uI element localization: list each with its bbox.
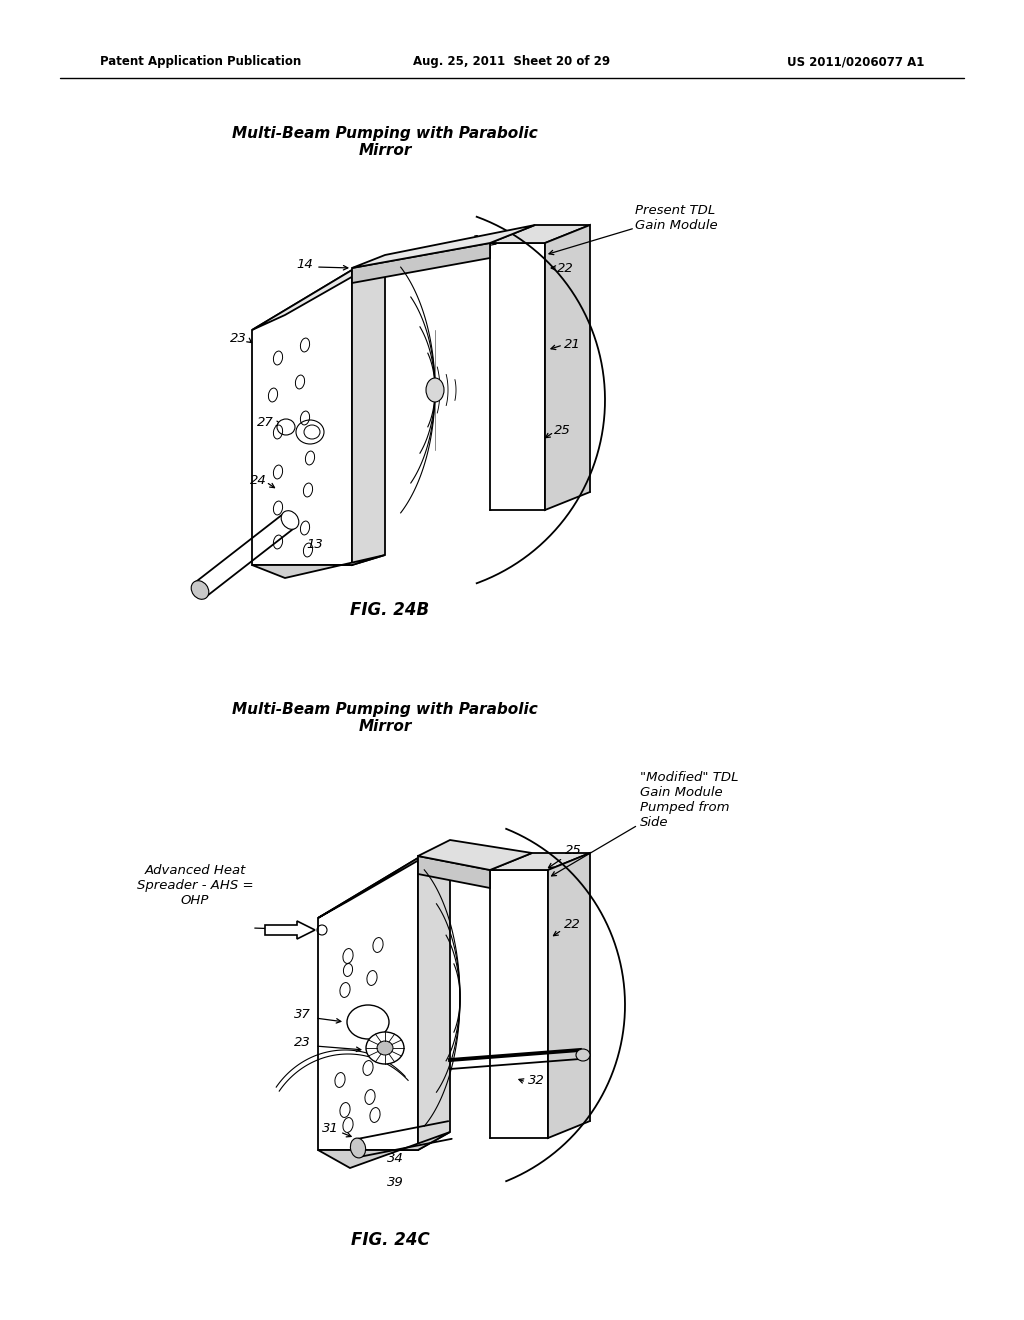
Text: Advanced Heat
Spreader - AHS =
OHP: Advanced Heat Spreader - AHS = OHP bbox=[136, 863, 253, 907]
Text: 11: 11 bbox=[472, 234, 488, 247]
Polygon shape bbox=[252, 554, 385, 578]
Text: 14: 14 bbox=[297, 259, 313, 272]
Text: 24: 24 bbox=[250, 474, 266, 487]
Text: 39: 39 bbox=[387, 1176, 403, 1188]
Text: FIG. 24B: FIG. 24B bbox=[350, 601, 429, 619]
Polygon shape bbox=[418, 840, 532, 870]
FancyArrow shape bbox=[265, 921, 315, 939]
Text: Present TDL
Gain Module: Present TDL Gain Module bbox=[635, 205, 718, 232]
Text: 25: 25 bbox=[554, 424, 570, 437]
Polygon shape bbox=[490, 853, 590, 870]
Ellipse shape bbox=[191, 581, 209, 599]
Polygon shape bbox=[418, 842, 450, 1150]
Ellipse shape bbox=[350, 1138, 366, 1158]
Text: "Modified" TDL
Gain Module
Pumped from
Side: "Modified" TDL Gain Module Pumped from S… bbox=[640, 771, 738, 829]
Ellipse shape bbox=[278, 418, 295, 436]
Text: US 2011/0206077 A1: US 2011/0206077 A1 bbox=[786, 55, 924, 69]
Polygon shape bbox=[352, 243, 490, 282]
Polygon shape bbox=[352, 224, 535, 268]
Polygon shape bbox=[418, 855, 490, 888]
Polygon shape bbox=[318, 858, 418, 1150]
Ellipse shape bbox=[575, 1049, 590, 1061]
Polygon shape bbox=[318, 842, 450, 917]
Ellipse shape bbox=[366, 1032, 404, 1064]
Polygon shape bbox=[252, 257, 385, 330]
Text: Multi-Beam Pumping with Parabolic
Mirror: Multi-Beam Pumping with Parabolic Mirror bbox=[232, 125, 538, 158]
Text: 27: 27 bbox=[257, 416, 273, 429]
Text: Multi-Beam Pumping with Parabolic
Mirror: Multi-Beam Pumping with Parabolic Mirror bbox=[232, 702, 538, 734]
Text: Aug. 25, 2011  Sheet 20 of 29: Aug. 25, 2011 Sheet 20 of 29 bbox=[414, 55, 610, 69]
Polygon shape bbox=[318, 1133, 450, 1168]
Ellipse shape bbox=[296, 420, 324, 444]
Text: Patent Application Publication: Patent Application Publication bbox=[100, 55, 301, 69]
Text: 13: 13 bbox=[306, 539, 324, 552]
Polygon shape bbox=[490, 243, 545, 510]
Ellipse shape bbox=[282, 511, 299, 529]
Text: 23: 23 bbox=[294, 1035, 310, 1048]
Text: 21: 21 bbox=[563, 338, 581, 351]
Polygon shape bbox=[548, 853, 590, 1138]
Text: 37: 37 bbox=[294, 1008, 310, 1022]
Ellipse shape bbox=[426, 378, 444, 403]
Polygon shape bbox=[490, 870, 548, 1138]
Text: 22: 22 bbox=[563, 919, 581, 932]
Polygon shape bbox=[352, 257, 385, 565]
Text: 23: 23 bbox=[229, 331, 247, 345]
Text: FIG. 24C: FIG. 24C bbox=[350, 1232, 429, 1249]
Ellipse shape bbox=[377, 1041, 393, 1055]
Polygon shape bbox=[252, 271, 352, 565]
Ellipse shape bbox=[347, 1005, 389, 1039]
Text: 22: 22 bbox=[557, 261, 573, 275]
Polygon shape bbox=[490, 224, 590, 243]
Text: 32: 32 bbox=[527, 1073, 545, 1086]
Text: 34: 34 bbox=[387, 1151, 403, 1164]
Text: 31: 31 bbox=[322, 1122, 338, 1134]
Text: 11: 11 bbox=[457, 849, 473, 862]
Text: 25: 25 bbox=[564, 843, 582, 857]
Polygon shape bbox=[545, 224, 590, 510]
